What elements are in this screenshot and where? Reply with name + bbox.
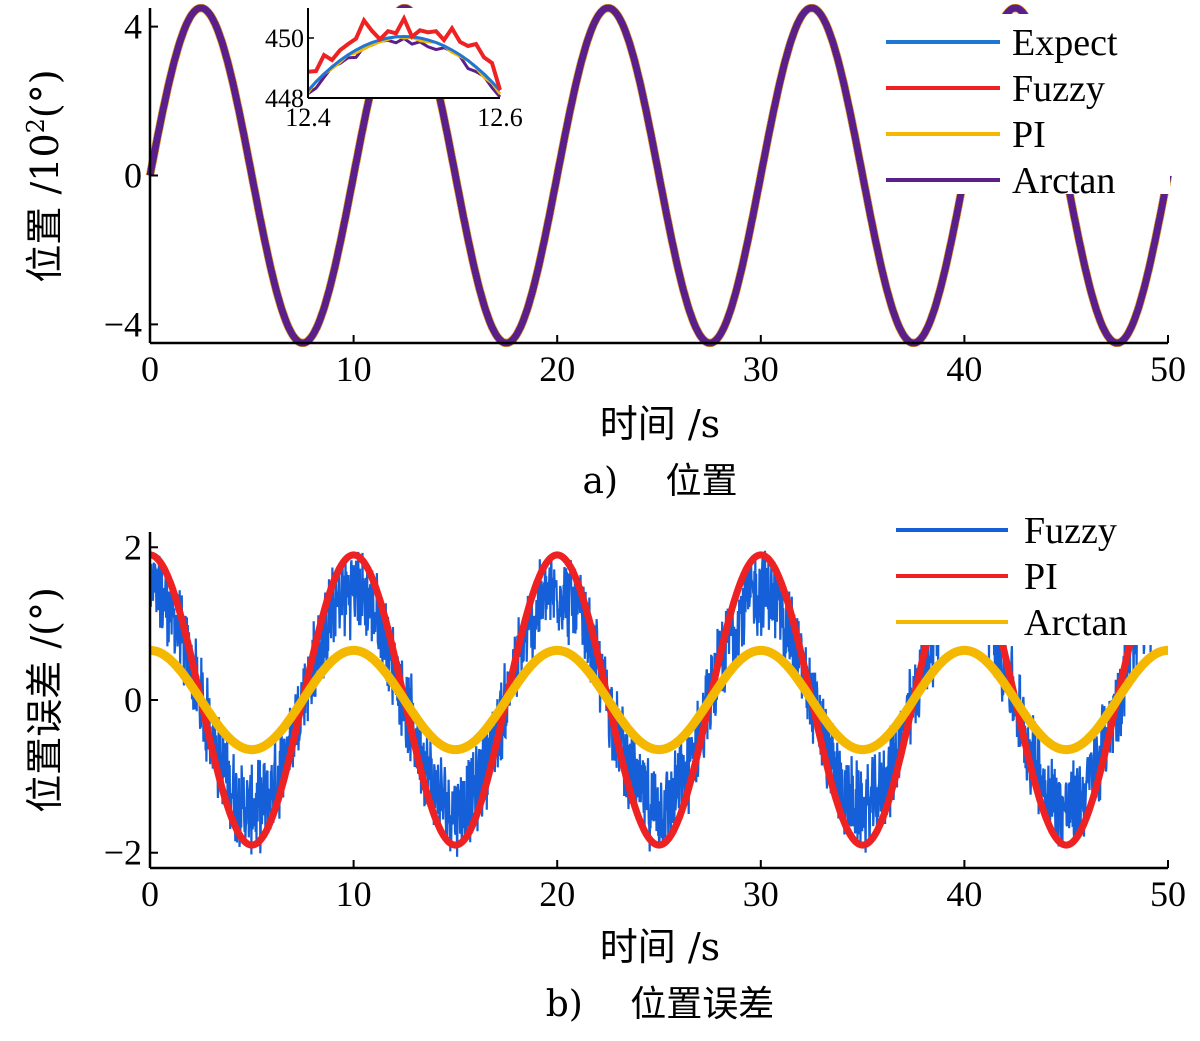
- inset-lines: [306, 13, 502, 98]
- error-line-arctan: [150, 645, 1168, 755]
- top-x-ticks: 0 10 20 30 40 50: [141, 335, 1186, 389]
- top-x-tick-label: 10: [336, 349, 372, 389]
- bottom-y-ticks: −2 0 2: [104, 527, 158, 873]
- inset-x-tick-label: 12.6: [477, 103, 523, 132]
- inset-y-ticks: 448 450: [265, 24, 314, 113]
- top-x-tick-label: 50: [1150, 349, 1186, 389]
- bottom-x-tick-label: 10: [336, 874, 372, 914]
- bottom-caption: b) 位置误差: [546, 984, 775, 1025]
- legend-label-fuzzy: Fuzzy: [1012, 68, 1105, 110]
- inset-y-tick-label: 448: [265, 84, 304, 113]
- top-x-tick-label: 20: [539, 349, 575, 389]
- bottom-x-tick-label: 50: [1150, 874, 1186, 914]
- bottom-x-tick-label: 30: [743, 874, 779, 914]
- top-y-label: 位置 /102(°): [22, 69, 67, 282]
- inset-line-expect: [306, 34, 502, 92]
- bottom-y-tick-label: 2: [124, 527, 142, 567]
- legend-label-pi: PI: [1024, 556, 1058, 598]
- bottom-y-tick-label: −2: [104, 833, 142, 873]
- bottom-x-tick-label: 0: [141, 874, 159, 914]
- legend-label-pi: PI: [1012, 114, 1046, 156]
- bottom-y-label: 位置误差 /(°): [23, 587, 67, 813]
- legend-label-arctan: Arctan: [1012, 160, 1115, 202]
- position-chart: 0 10 20 30 40 50 −4 0 4 12.4 12.6 448 450 ExpectF…: [22, 3, 1186, 502]
- inset-x-tick-label: 12.4: [285, 103, 331, 132]
- top-x-tick-label: 0: [141, 349, 159, 389]
- zoom-inset: 12.4 12.6 448 450: [265, 8, 523, 132]
- bottom-x-label: 时间 /s: [600, 925, 720, 969]
- top-x-label: 时间 /s: [600, 402, 720, 446]
- inset-line-fuzzy: [307, 13, 502, 91]
- bottom-x-ticks: 0 10 20 30 40 50: [141, 860, 1186, 914]
- top-y-tick-label: 0: [124, 156, 142, 196]
- legend-label-arctan: Arctan: [1024, 602, 1127, 644]
- top-y-tick-label: −4: [104, 304, 142, 344]
- inset-y-tick-label: 450: [265, 24, 304, 53]
- top-caption: a) 位置: [583, 461, 738, 502]
- top-y-ticks: −4 0 4: [104, 7, 158, 344]
- top-x-tick-label: 30: [743, 349, 779, 389]
- top-y-tick-label: 4: [124, 7, 142, 47]
- legend-label-fuzzy: Fuzzy: [1024, 510, 1117, 552]
- inset-x-ticks: 12.4 12.6: [285, 103, 523, 132]
- legend-label-expect: Expect: [1012, 22, 1118, 64]
- bottom-x-tick-label: 20: [539, 874, 575, 914]
- bottom-x-tick-label: 40: [946, 874, 982, 914]
- top-x-tick-label: 40: [946, 349, 982, 389]
- bottom-y-tick-label: 0: [124, 680, 142, 720]
